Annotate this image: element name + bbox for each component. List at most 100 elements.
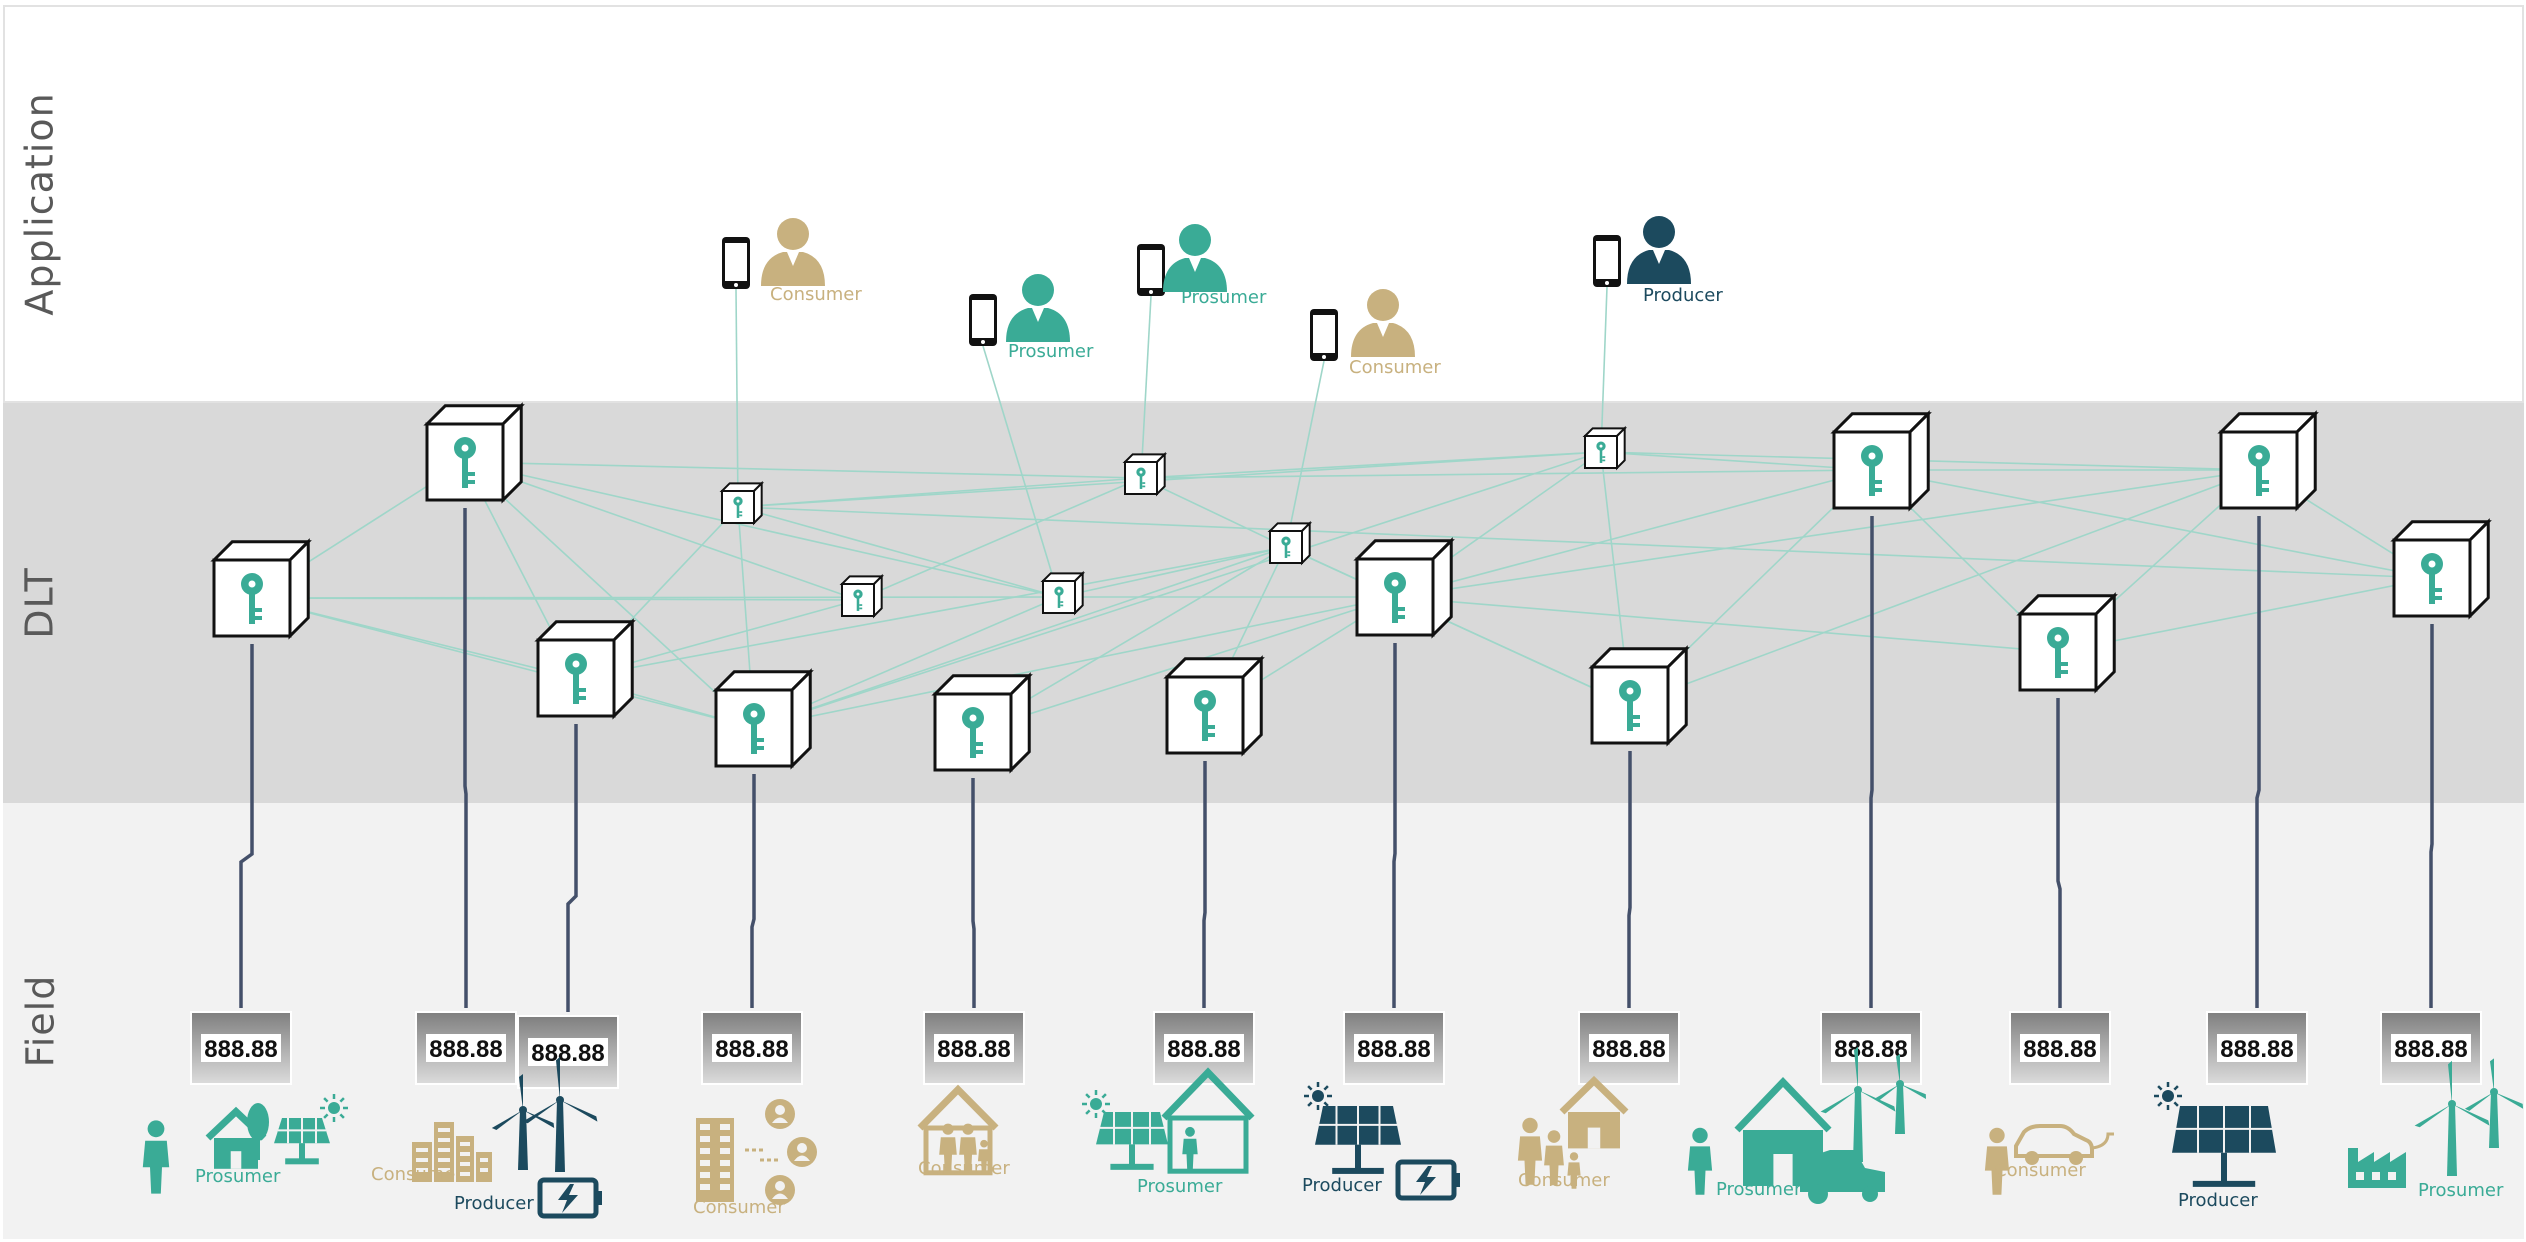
ledger-edge [1058, 546, 1287, 598]
key-icon [2421, 553, 2443, 604]
phone-link [1285, 360, 1325, 548]
ledger-node-cube [2016, 592, 2118, 694]
meter-reading: 888.88 [1167, 1036, 1240, 1063]
ledger-node-cube [1163, 655, 1265, 757]
smart-meter: 888.88 [1820, 1011, 1922, 1085]
field-site-role: Prosumer [2418, 1180, 2504, 1201]
key-icon [733, 496, 743, 518]
smart-meter: 888.88 [517, 1015, 619, 1089]
ledger-edge [753, 596, 1396, 729]
ledger-node-cube [1353, 537, 1455, 639]
solar-house-icon [1082, 1067, 1255, 1174]
ledger-edge [857, 477, 1142, 601]
ledger-edge [1140, 477, 1287, 548]
family-house-icon [1517, 1075, 1629, 1189]
smart-meter: 888.88 [923, 1011, 1025, 1085]
smart-meter: 888.88 [701, 1011, 803, 1085]
ledger-edge [737, 451, 1602, 508]
field-site-role: Consumer [1518, 1170, 1610, 1191]
key-icon [853, 589, 863, 611]
ledger-node-cube [712, 668, 814, 770]
ledger-edge [464, 461, 755, 729]
key-icon [743, 703, 765, 754]
ledger-node-small-cube [839, 573, 885, 619]
ledger-node-cube [931, 672, 1033, 774]
office-building-users-icon [696, 1099, 817, 1205]
smartphone-icon [969, 294, 997, 346]
ledger-edge [464, 461, 859, 601]
ledger-edge [737, 506, 1060, 598]
app-user-role: Prosumer [1181, 287, 1267, 308]
application-layer [3, 5, 2524, 403]
meter-wire [971, 778, 976, 1008]
person-electric-car-icon [1984, 1124, 2114, 1195]
ledger-edge [2057, 577, 2433, 653]
ledger-edge [464, 461, 1142, 479]
key-icon [2047, 627, 2069, 678]
meter-reading: 888.88 [531, 1040, 604, 1067]
smart-meter: 888.88 [1578, 1011, 1680, 1085]
user-avatar-icon [761, 218, 825, 286]
meter-wire [2255, 516, 2261, 1008]
meter-wire [750, 774, 756, 1008]
ledger-edge [464, 461, 1060, 598]
meter-wire [463, 508, 468, 1008]
ledger-node-cube [1830, 410, 1932, 512]
farm-wind-tractor-icon [1687, 1046, 1926, 1204]
key-icon [1194, 690, 1216, 741]
field-site-role: Producer [454, 1193, 534, 1214]
user-avatar-icon [1163, 224, 1227, 292]
phone-link [1600, 286, 1608, 453]
key-icon [1136, 467, 1146, 489]
smart-meter: 888.88 [2380, 1011, 2482, 1085]
ledger-edge [1394, 596, 2059, 653]
meter-reading: 888.88 [2394, 1036, 2467, 1063]
solar-panel-icon [2154, 1082, 2276, 1187]
family-house-solar-icon [142, 1094, 348, 1194]
smartphone-icon [1137, 244, 1165, 296]
key-icon [1596, 441, 1606, 463]
ledger-node-small-cube [1582, 425, 1628, 471]
field-sites: 888.88 888.88 888.88 888.88 888.88 888.88 888.… [142, 1011, 2524, 1219]
field-site-role: Prosumer [1137, 1176, 1223, 1197]
smartphone-icon [1310, 309, 1338, 361]
application-users [722, 216, 1691, 361]
meter-wire [2429, 624, 2434, 1008]
app-user-role: Prosumer [1008, 341, 1094, 362]
ledger-edge [1140, 451, 1602, 479]
ledger-node-cube [1588, 645, 1690, 747]
ledger-edge [753, 546, 1287, 729]
meter-wire [1202, 761, 1207, 1008]
city-buildings-icon [412, 1122, 492, 1182]
field-site-role: Consumer [918, 1158, 1010, 1179]
app-user-role: Consumer [770, 284, 862, 305]
ledger-edge [1600, 451, 1873, 471]
app-user-role: Producer [1643, 285, 1723, 306]
field-site-role: Producer [2178, 1190, 2258, 1211]
meter-wire [1869, 516, 1874, 1008]
ledger-edge [753, 451, 1602, 729]
meter-reading: 888.88 [204, 1036, 277, 1063]
phone-link [982, 345, 1060, 598]
ledger-edge [1629, 469, 2260, 706]
ledger-node-small-cube [719, 480, 765, 526]
field-site-role: Consumer [693, 1197, 785, 1218]
ledger-edge [1600, 451, 2260, 471]
app-user-role: Consumer [1349, 357, 1441, 378]
key-icon [241, 573, 263, 624]
field-site-role: Producer [1302, 1175, 1382, 1196]
ledger-edge [251, 596, 1060, 599]
key-icon [962, 707, 984, 758]
family-home-icon [917, 1084, 999, 1176]
meter-wire [2056, 698, 2062, 1008]
phone-link [1140, 295, 1152, 479]
ledger-edge [1394, 469, 2260, 598]
meter-reading: 888.88 [715, 1036, 788, 1063]
field-site-role: Consumer [371, 1164, 463, 1185]
solar-panel-battery-icon [1304, 1082, 1460, 1201]
field-site-role: Consumer [1994, 1160, 2086, 1181]
ledger-node-cube [423, 402, 525, 504]
key-icon [1619, 680, 1641, 731]
meter-reading: 888.88 [2023, 1036, 2096, 1063]
ledger-node-small-cube [1122, 451, 1168, 497]
